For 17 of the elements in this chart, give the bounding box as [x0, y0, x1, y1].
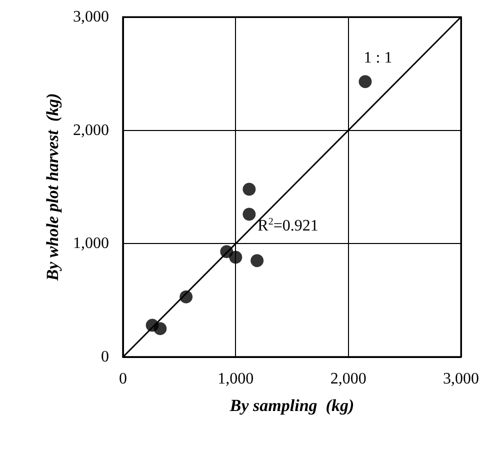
- x-tick-label: 0: [119, 370, 127, 388]
- x-tick-label: 1,000: [218, 370, 254, 388]
- annotation: 1 : 1: [364, 50, 392, 66]
- x-tick-label: 2,000: [330, 370, 366, 388]
- point: [229, 250, 242, 264]
- point: [242, 208, 256, 221]
- x-axis-title: By sampling (kg): [228, 396, 354, 415]
- point: [358, 75, 372, 88]
- point: [154, 322, 167, 336]
- y-axis-title: By whole plot harvest (kg): [43, 93, 62, 282]
- y-tick-label: 3,000: [73, 8, 109, 26]
- point: [250, 254, 264, 268]
- point: [242, 182, 256, 196]
- x-tick-label: 3,000: [443, 370, 479, 388]
- y-tick-label: 2,000: [73, 122, 109, 139]
- y-tick-label: 0: [101, 348, 109, 366]
- y-tick-label: 1,000: [73, 235, 109, 252]
